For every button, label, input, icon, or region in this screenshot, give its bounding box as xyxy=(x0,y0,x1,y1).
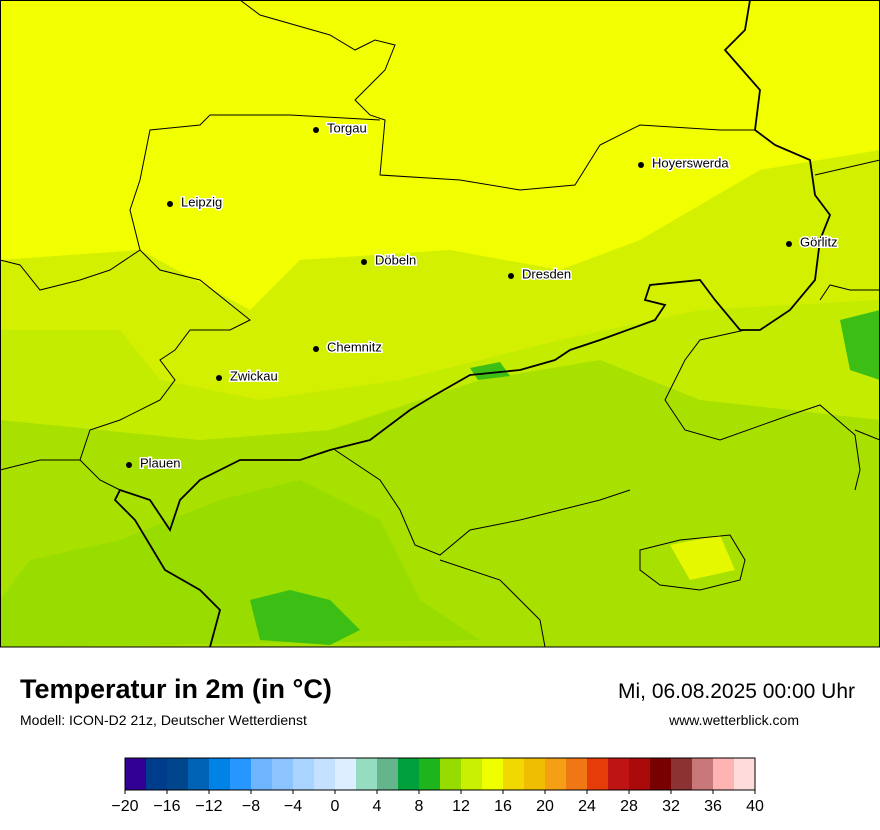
city-dot xyxy=(126,462,132,468)
color-box xyxy=(713,758,734,790)
color-box xyxy=(167,758,188,790)
border xyxy=(854,429,880,441)
tick-label: 8 xyxy=(415,798,424,815)
website: www.wetterblick.com xyxy=(668,712,799,728)
color-box xyxy=(251,758,272,790)
date: Mi, 06.08.2025 00:00 Uhr xyxy=(618,680,855,703)
city-dot xyxy=(313,346,319,352)
subtitle: Modell: ICON-D2 21z, Deutscher Wetterdie… xyxy=(20,712,307,728)
color-box xyxy=(314,758,335,790)
color-box xyxy=(524,758,545,790)
tick-label: 24 xyxy=(578,798,596,815)
city-dot xyxy=(167,201,173,207)
color-box xyxy=(587,758,608,790)
colorbar: −20 −16 −12 −8 −4 0 4 8 12 16 20 24 28 32 36 40 xyxy=(111,757,764,815)
color-box xyxy=(146,758,167,790)
color-box xyxy=(440,758,461,790)
color-box xyxy=(125,758,146,790)
tick-label: −12 xyxy=(195,798,222,815)
color-box xyxy=(629,758,650,790)
border xyxy=(0,249,141,291)
tick-label: 40 xyxy=(746,798,764,815)
color-box xyxy=(419,758,440,790)
temp-zone xyxy=(670,535,735,580)
temp-zone xyxy=(470,362,510,380)
city-label: Döbeln xyxy=(375,252,416,267)
city-label: Torgau xyxy=(327,120,367,135)
border xyxy=(639,534,746,591)
city-dot xyxy=(786,241,792,247)
border xyxy=(814,159,880,176)
tick-label: 0 xyxy=(331,798,340,815)
tick-label: −16 xyxy=(153,798,180,815)
tick-label: −8 xyxy=(242,798,260,815)
city-dot xyxy=(361,259,367,265)
cities: Torgau Leipzig Hoyerswerda Görlitz Döbel… xyxy=(126,119,839,472)
color-box xyxy=(650,758,671,790)
tick-label: −20 xyxy=(111,798,138,815)
border xyxy=(819,284,880,301)
color-box xyxy=(356,758,377,790)
tick-label: 16 xyxy=(494,798,512,815)
tick-label: 28 xyxy=(620,798,638,815)
color-box xyxy=(398,758,419,790)
color-box xyxy=(545,758,566,790)
color-box xyxy=(377,758,398,790)
city-dot xyxy=(638,162,644,168)
tick-label: 36 xyxy=(704,798,722,815)
tick-label: 12 xyxy=(452,798,470,815)
border xyxy=(79,114,381,491)
title: Temperatur in 2m (in °C) xyxy=(20,674,332,704)
border xyxy=(439,559,546,648)
city-dot xyxy=(313,127,319,133)
color-box xyxy=(503,758,524,790)
color-box xyxy=(692,758,713,790)
temp-zone xyxy=(250,590,360,645)
border xyxy=(0,459,80,471)
city-dot xyxy=(508,273,514,279)
city-label: Plauen xyxy=(140,455,180,470)
colorbar-frame xyxy=(124,757,756,791)
color-box xyxy=(188,758,209,790)
border xyxy=(239,0,755,191)
color-box xyxy=(482,758,503,790)
color-box xyxy=(608,758,629,790)
color-box xyxy=(461,758,482,790)
color-box xyxy=(671,758,692,790)
city-label: Dresden xyxy=(522,266,571,281)
tick-label: 4 xyxy=(373,798,382,815)
city-label: Hoyerswerda xyxy=(652,155,729,170)
color-box xyxy=(293,758,314,790)
city-dot xyxy=(216,375,222,381)
city-label: Zwickau xyxy=(230,368,278,383)
color-box xyxy=(272,758,293,790)
color-box xyxy=(566,758,587,790)
temp-zone xyxy=(840,310,880,380)
color-box xyxy=(335,758,356,790)
city-label: Leipzig xyxy=(181,194,222,209)
map xyxy=(0,0,880,648)
color-box xyxy=(209,758,230,790)
temp-zone xyxy=(0,480,480,647)
tick-label: 20 xyxy=(536,798,554,815)
tick-label: −4 xyxy=(284,798,302,815)
tick-label: 32 xyxy=(662,798,680,815)
city-label: Chemnitz xyxy=(327,339,382,354)
border xyxy=(334,449,631,556)
color-box xyxy=(230,758,251,790)
color-box xyxy=(734,758,755,790)
border xyxy=(664,329,861,491)
city-label: Görlitz xyxy=(800,234,838,249)
